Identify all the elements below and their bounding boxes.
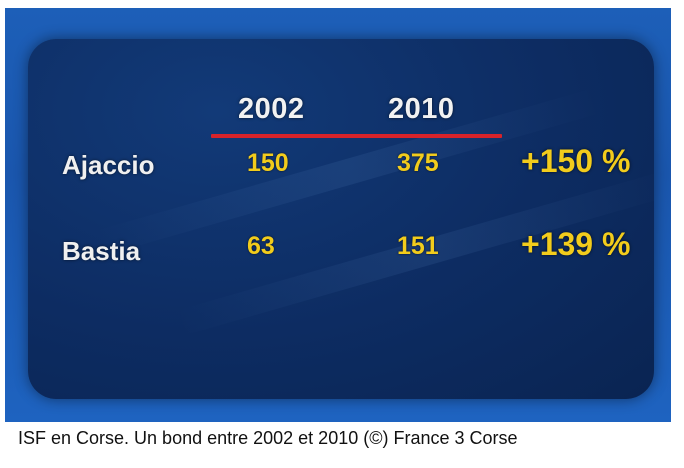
change-percent-bastia: +139 % [521, 226, 631, 262]
image-caption: ISF en Corse. Un bond entre 2002 et 2010… [18, 428, 518, 448]
change-percent-ajaccio: +150 % [521, 143, 631, 179]
data-panel: 2002 2010 Ajaccio 150 375 +150 % Bastia … [28, 39, 654, 399]
header-divider-line [211, 134, 502, 138]
value-2010-ajaccio: 375 [397, 149, 439, 177]
tv-screenshot: 2002 2010 Ajaccio 150 375 +150 % Bastia … [5, 8, 671, 422]
year-header-2010: 2010 [388, 93, 455, 125]
city-label-ajaccio: Ajaccio [62, 150, 155, 180]
city-label-bastia: Bastia [62, 236, 141, 266]
value-2002-ajaccio: 150 [247, 149, 289, 177]
year-header-2002: 2002 [238, 93, 305, 125]
value-2002-bastia: 63 [247, 232, 275, 260]
value-2010-bastia: 151 [397, 232, 439, 260]
